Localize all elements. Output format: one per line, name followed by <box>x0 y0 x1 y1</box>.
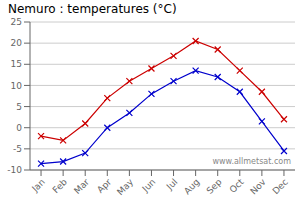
svg-text:20: 20 <box>11 38 23 48</box>
html-text:www.allmetsat.com: www.allmetsat.com <box>212 157 291 166</box>
svg-text:Mar: Mar <box>72 177 91 196</box>
svg-text:Dec: Dec <box>271 177 290 196</box>
svg-text:Feb: Feb <box>51 177 70 196</box>
svg-text:Aug: Aug <box>182 177 202 197</box>
svg-text:Sep: Sep <box>205 177 224 196</box>
svg-text:5: 5 <box>16 102 22 112</box>
html-text:Nemuro : temperatures (°C): Nemuro : temperatures (°C) <box>8 2 177 16</box>
svg-text:May: May <box>115 176 136 197</box>
svg-text:Apr: Apr <box>95 177 113 195</box>
svg-text:Jan: Jan <box>29 177 47 195</box>
svg-text:25: 25 <box>11 18 22 27</box>
svg-text:Jul: Jul <box>164 177 179 192</box>
svg-text:-10: -10 <box>8 165 22 175</box>
svg-text:15: 15 <box>11 59 22 69</box>
svg-text:10: 10 <box>11 81 23 91</box>
svg-text:Nov: Nov <box>248 176 268 196</box>
svg-text:-5: -5 <box>13 144 22 154</box>
svg-text:Oct: Oct <box>228 177 246 195</box>
svg-text:Jun: Jun <box>140 177 158 195</box>
svg-text:0: 0 <box>16 123 22 133</box>
